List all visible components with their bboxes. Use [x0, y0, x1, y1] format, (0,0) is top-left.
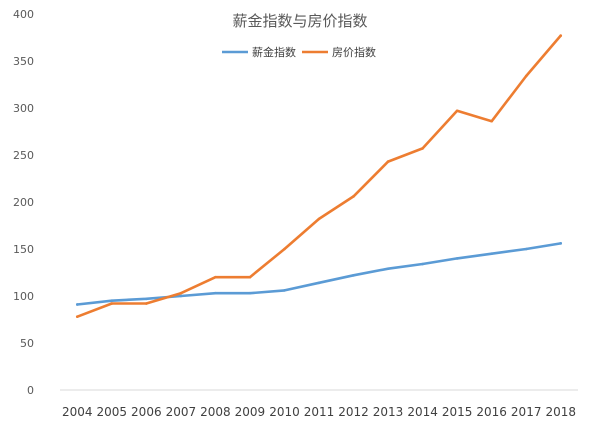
x-tick-label: 2014: [407, 405, 438, 419]
data-point: [524, 247, 528, 251]
data-point: [559, 242, 563, 245]
data-point: [145, 297, 148, 301]
x-tick-label: 2016: [476, 405, 507, 419]
x-tick-label: 2007: [166, 405, 197, 419]
data-point: [283, 289, 286, 292]
data-point: [214, 291, 217, 295]
y-tick-label: 200: [13, 196, 34, 209]
data-point: [110, 299, 114, 303]
data-point: [248, 291, 252, 295]
x-tick-label: 2018: [545, 405, 576, 419]
data-point: [421, 262, 424, 266]
data-point: [352, 274, 355, 277]
data-point: [386, 160, 390, 163]
data-point: [421, 147, 424, 150]
y-tick-label: 100: [13, 290, 34, 303]
data-point: [248, 275, 252, 279]
data-point: [490, 119, 493, 123]
x-axis: 2004 2005 2006 2007 2008 2009 2010 2011 2012 2013…: [60, 389, 578, 419]
x-tick-label: 2017: [511, 405, 542, 419]
legend-label-1: 薪金指数: [252, 45, 296, 59]
x-tick-label: 2011: [304, 405, 335, 419]
x-tick-label: 2005: [97, 405, 128, 419]
data-point: [317, 217, 321, 221]
x-tick-label: 2010: [269, 405, 300, 419]
data-point: [145, 302, 148, 305]
x-tick-label: 2006: [131, 405, 162, 419]
data-point: [455, 109, 459, 113]
data-point: [179, 291, 183, 295]
series-line-1: [76, 242, 563, 306]
y-tick-label: 50: [20, 337, 34, 350]
y-tick-label: 400: [13, 8, 34, 21]
data-point: [110, 302, 114, 305]
y-tick-label: 150: [13, 243, 34, 256]
x-tick-label: 2008: [200, 405, 231, 419]
legend-label-2: 房价指数: [332, 45, 376, 59]
x-tick-label: 2004: [62, 405, 93, 419]
data-point: [179, 294, 183, 298]
data-point: [386, 267, 390, 271]
data-point: [490, 252, 493, 255]
series-line-2: [76, 34, 563, 319]
x-tick-label: 2012: [338, 405, 369, 419]
y-tick-label: 250: [13, 149, 34, 162]
y-tick-label: 300: [13, 102, 34, 115]
legend: 薪金指数 房价指数: [222, 45, 376, 59]
y-axis: 0 50 100 150 200 250 300 350 400: [13, 8, 34, 397]
x-tick-label: 2015: [442, 405, 473, 419]
y-tick-label: 350: [13, 55, 34, 68]
data-point: [75, 315, 79, 318]
plot-area: [75, 34, 563, 319]
data-point: [75, 303, 79, 306]
data-point: [455, 257, 459, 260]
x-tick-label: 2013: [373, 405, 404, 419]
data-point: [559, 34, 563, 37]
data-point: [317, 281, 321, 285]
y-tick-label: 0: [27, 384, 34, 397]
chart-title: 薪金指数与房价指数: [232, 12, 367, 30]
data-point: [214, 275, 217, 279]
data-point: [524, 74, 528, 78]
x-tick-label: 2009: [235, 405, 266, 419]
data-point: [352, 195, 355, 198]
data-point: [283, 247, 286, 251]
